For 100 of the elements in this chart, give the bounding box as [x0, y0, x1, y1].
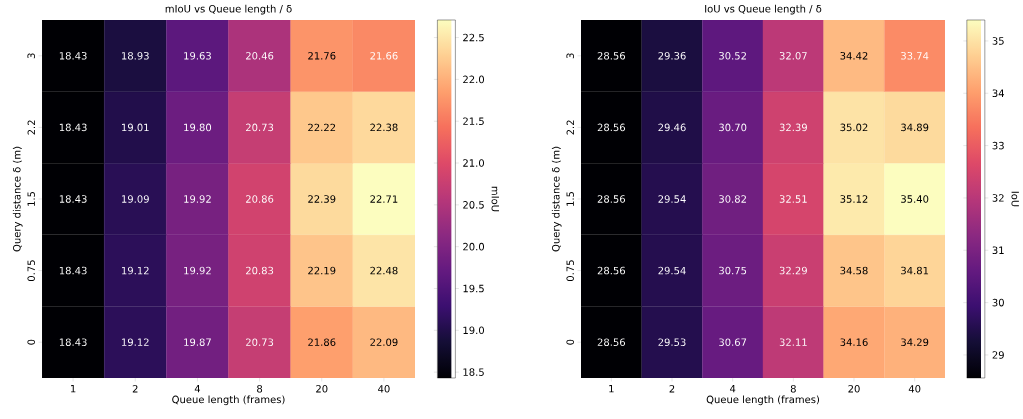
data-label: 20.73: [246, 123, 274, 132]
data-label: 29.36: [658, 52, 686, 60]
color-bar-label: 31: [992, 246, 1004, 255]
chart-title: IoU vs Queue length / δ: [705, 4, 822, 15]
data-label: 34.16: [840, 338, 868, 346]
color-bar-title: mIoU: [491, 186, 499, 212]
color-bar-label: 29: [992, 351, 1004, 359]
x-tick-label: 4: [194, 385, 201, 393]
data-label: 30.52: [719, 52, 746, 60]
data-label: 18.93: [122, 52, 149, 60]
data-label: 28.56: [597, 52, 626, 60]
data-label: 18.43: [59, 338, 87, 346]
data-label: 18.43: [59, 52, 87, 60]
color-bar-label: 32: [992, 194, 1004, 202]
x-tick-label: 20: [316, 385, 328, 393]
data-label: 32.29: [779, 266, 807, 275]
data-label: 30.75: [719, 266, 747, 275]
y-axis-title: Query distance δ (m): [551, 146, 562, 252]
data-label: 19.92: [184, 266, 211, 275]
data-label: 28.56: [597, 123, 626, 132]
color-bar-label: 18.5: [463, 368, 484, 376]
data-label: 19.12: [122, 266, 149, 275]
data-label: 19.12: [122, 338, 149, 346]
x-tick-label: 8: [257, 385, 263, 393]
data-label: 29.54: [658, 266, 686, 275]
color-bar-label: 19.0: [463, 326, 485, 335]
color-bar-label: 22.5: [463, 33, 484, 42]
x-tick-label: 2: [132, 385, 138, 393]
color-bar-label: 35: [992, 37, 1004, 45]
data-label: 28.56: [597, 195, 626, 203]
color-bar-title: IoU: [1011, 191, 1019, 207]
x-axis-title: Queue length (frames): [706, 395, 820, 406]
data-label: 29.54: [658, 195, 686, 203]
data-label: 22.19: [308, 266, 336, 275]
data-label: 21.86: [308, 338, 336, 346]
data-label: 22.09: [370, 338, 398, 346]
y-tick-label: 2.2: [566, 120, 574, 135]
y-tick-label: 3: [27, 53, 35, 59]
data-label: 19.09: [122, 195, 149, 203]
data-label: 29.53: [658, 338, 686, 346]
data-label: 35.40: [901, 195, 929, 203]
x-tick-label: 1: [609, 385, 614, 393]
data-label: 22.39: [308, 195, 336, 203]
data-label: 30.67: [719, 338, 747, 346]
x-tick-label: 4: [729, 385, 736, 393]
y-tick-label: 0: [566, 339, 574, 345]
data-label: 19.01: [122, 123, 149, 132]
color-bar-label: 19.5: [463, 284, 484, 293]
data-label: 34.29: [901, 338, 929, 346]
data-label: 22.71: [370, 195, 398, 203]
data-label: 22.48: [370, 266, 398, 275]
data-label: 33.74: [901, 52, 929, 60]
x-axis-title: Queue length (frames): [172, 395, 285, 406]
data-label: 21.76: [308, 52, 336, 60]
data-label: 35.02: [840, 123, 868, 132]
x-tick-label: 2: [669, 385, 675, 393]
chart-title: mIoU vs Queue length / δ: [165, 4, 292, 15]
data-label: 19.63: [184, 52, 211, 60]
color-bar-label: 21.5: [463, 117, 484, 125]
data-label: 21.66: [370, 52, 398, 60]
color-bar-label: 20.0: [463, 242, 485, 251]
x-tick-label: 1: [71, 385, 76, 393]
y-tick-label: 1.5: [27, 191, 35, 206]
data-label: 32.07: [779, 52, 807, 60]
data-label: 20.83: [246, 266, 274, 275]
data-label: 32.11: [779, 338, 807, 346]
data-label: 28.56: [597, 338, 626, 346]
data-label: 35.12: [840, 195, 868, 203]
y-tick-label: 0.75: [27, 260, 35, 282]
color-bar-label: 34: [992, 89, 1005, 98]
data-label: 19.87: [184, 338, 211, 346]
color-bar-label: 21.0: [463, 159, 485, 167]
y-tick-label: 2.2: [27, 120, 35, 135]
x-tick-label: 40: [908, 385, 921, 393]
data-label: 28.56: [597, 266, 626, 275]
color-bar-label: 30: [992, 298, 1004, 307]
x-tick-label: 8: [790, 385, 796, 393]
y-tick-label: 0: [27, 339, 35, 345]
data-label: 30.82: [719, 195, 746, 203]
y-axis-title: Query distance δ (m): [12, 146, 23, 252]
data-label: 34.42: [840, 52, 868, 60]
color-bar-label: 33: [992, 141, 1004, 150]
data-label: 19.80: [184, 123, 212, 132]
data-label: 32.39: [779, 123, 807, 132]
data-label: 20.86: [246, 195, 274, 203]
data-label: 29.46: [658, 123, 686, 132]
x-tick-label: 20: [848, 385, 860, 393]
y-tick-label: 3: [566, 53, 574, 59]
data-label: 20.73: [246, 338, 274, 346]
y-tick-label: 1.5: [566, 191, 574, 206]
data-label: 18.43: [59, 123, 87, 132]
data-label: 22.38: [370, 123, 398, 132]
data-label: 22.22: [308, 123, 336, 132]
color-bar-label: 22.0: [463, 75, 485, 84]
y-tick-label: 0.75: [566, 260, 574, 282]
data-label: 32.51: [779, 195, 807, 203]
data-label: 20.46: [246, 52, 274, 60]
data-label: 34.58: [840, 266, 868, 275]
data-label: 18.43: [59, 266, 87, 275]
data-label: 30.70: [719, 123, 747, 132]
